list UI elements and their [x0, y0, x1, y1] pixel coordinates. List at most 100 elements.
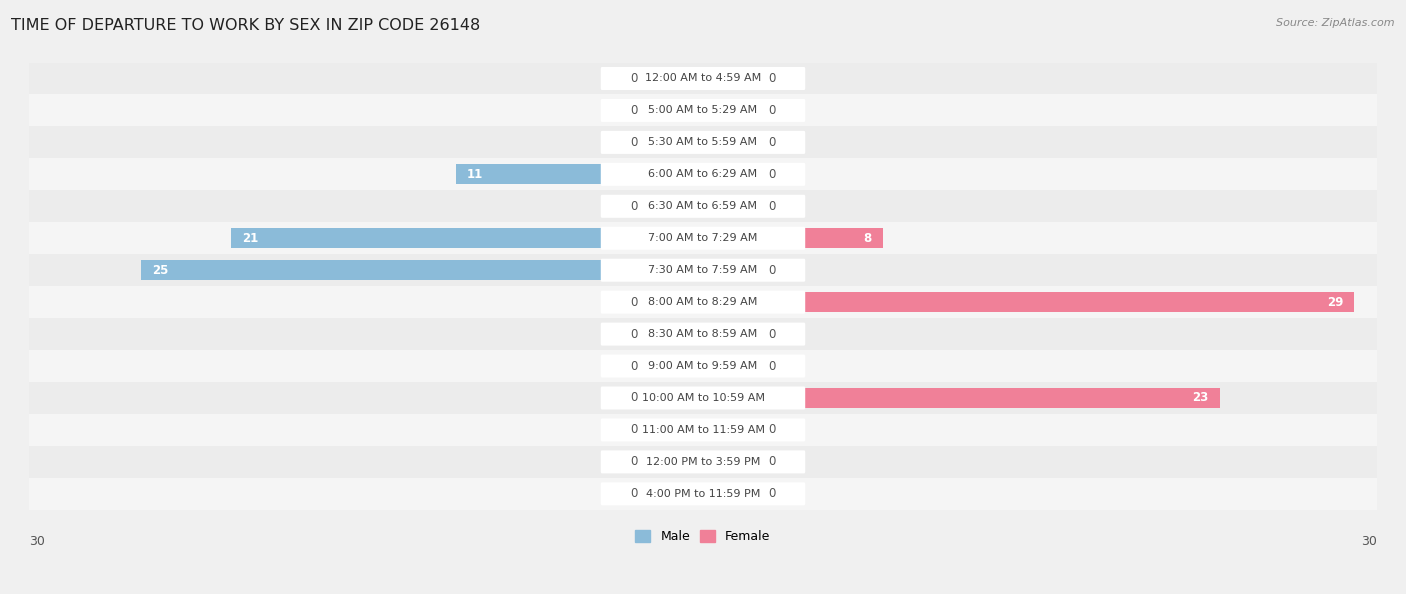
Bar — [456, 165, 703, 184]
Bar — [703, 132, 759, 152]
Text: 9:00 AM to 9:59 AM: 9:00 AM to 9:59 AM — [648, 361, 758, 371]
Text: 12:00 AM to 4:59 AM: 12:00 AM to 4:59 AM — [645, 74, 761, 84]
FancyBboxPatch shape — [600, 195, 806, 218]
Text: 0: 0 — [768, 200, 776, 213]
Bar — [647, 292, 703, 312]
Bar — [30, 478, 1376, 510]
Bar — [647, 388, 703, 408]
Text: 0: 0 — [768, 487, 776, 500]
Bar — [30, 414, 1376, 446]
Text: 4:00 PM to 11:59 PM: 4:00 PM to 11:59 PM — [645, 489, 761, 499]
Bar — [647, 197, 703, 216]
Text: 8:30 AM to 8:59 AM: 8:30 AM to 8:59 AM — [648, 329, 758, 339]
Text: 7:00 AM to 7:29 AM: 7:00 AM to 7:29 AM — [648, 233, 758, 243]
Text: 0: 0 — [630, 72, 638, 85]
Text: 0: 0 — [630, 456, 638, 469]
Text: 29: 29 — [1327, 296, 1343, 309]
Bar — [142, 260, 703, 280]
Bar — [703, 356, 759, 376]
Bar — [647, 420, 703, 440]
Bar — [30, 446, 1376, 478]
Text: 0: 0 — [630, 391, 638, 405]
Text: 8: 8 — [863, 232, 872, 245]
Text: 0: 0 — [630, 104, 638, 117]
FancyBboxPatch shape — [600, 290, 806, 314]
FancyBboxPatch shape — [600, 418, 806, 441]
Text: 0: 0 — [768, 264, 776, 277]
Text: Source: ZipAtlas.com: Source: ZipAtlas.com — [1277, 18, 1395, 28]
Bar — [30, 318, 1376, 350]
Bar — [30, 382, 1376, 414]
Bar — [30, 62, 1376, 94]
Text: 21: 21 — [242, 232, 259, 245]
Text: 0: 0 — [768, 327, 776, 340]
Text: 30: 30 — [1361, 535, 1376, 548]
Bar — [647, 324, 703, 344]
FancyBboxPatch shape — [600, 99, 806, 122]
Text: 10:00 AM to 10:59 AM: 10:00 AM to 10:59 AM — [641, 393, 765, 403]
Text: 23: 23 — [1192, 391, 1208, 405]
FancyBboxPatch shape — [600, 259, 806, 282]
Text: 0: 0 — [630, 424, 638, 437]
FancyBboxPatch shape — [600, 355, 806, 378]
Text: 0: 0 — [768, 104, 776, 117]
Bar — [703, 165, 759, 184]
Bar — [703, 324, 759, 344]
Text: 12:00 PM to 3:59 PM: 12:00 PM to 3:59 PM — [645, 457, 761, 467]
FancyBboxPatch shape — [600, 131, 806, 154]
Text: 0: 0 — [768, 456, 776, 469]
Text: 0: 0 — [768, 168, 776, 181]
Text: 0: 0 — [630, 136, 638, 149]
Text: 0: 0 — [768, 72, 776, 85]
Text: 0: 0 — [630, 296, 638, 309]
Bar — [231, 228, 703, 248]
Bar — [703, 292, 1354, 312]
Text: 6:30 AM to 6:59 AM: 6:30 AM to 6:59 AM — [648, 201, 758, 211]
Bar — [703, 452, 759, 472]
Bar — [703, 100, 759, 121]
Bar — [703, 228, 883, 248]
Bar — [647, 356, 703, 376]
Bar — [703, 484, 759, 504]
FancyBboxPatch shape — [600, 227, 806, 249]
FancyBboxPatch shape — [600, 163, 806, 186]
Text: 30: 30 — [30, 535, 45, 548]
Bar — [30, 286, 1376, 318]
Bar — [703, 197, 759, 216]
Text: 11: 11 — [467, 168, 484, 181]
Text: 25: 25 — [153, 264, 169, 277]
Bar — [30, 254, 1376, 286]
FancyBboxPatch shape — [600, 387, 806, 409]
Text: TIME OF DEPARTURE TO WORK BY SEX IN ZIP CODE 26148: TIME OF DEPARTURE TO WORK BY SEX IN ZIP … — [11, 18, 481, 33]
Text: 0: 0 — [630, 200, 638, 213]
Bar — [647, 132, 703, 152]
FancyBboxPatch shape — [600, 450, 806, 473]
Text: 0: 0 — [630, 359, 638, 372]
Text: 0: 0 — [630, 487, 638, 500]
Text: 11:00 AM to 11:59 AM: 11:00 AM to 11:59 AM — [641, 425, 765, 435]
Text: 8:00 AM to 8:29 AM: 8:00 AM to 8:29 AM — [648, 297, 758, 307]
Bar — [703, 260, 759, 280]
Bar — [647, 452, 703, 472]
Bar — [647, 68, 703, 89]
Text: 5:30 AM to 5:59 AM: 5:30 AM to 5:59 AM — [648, 137, 758, 147]
Bar — [647, 484, 703, 504]
Text: 0: 0 — [768, 424, 776, 437]
Bar — [647, 100, 703, 121]
Text: 0: 0 — [768, 136, 776, 149]
Bar — [30, 222, 1376, 254]
Bar — [30, 190, 1376, 222]
Text: 7:30 AM to 7:59 AM: 7:30 AM to 7:59 AM — [648, 265, 758, 275]
Text: 6:00 AM to 6:29 AM: 6:00 AM to 6:29 AM — [648, 169, 758, 179]
Bar — [30, 159, 1376, 190]
Bar — [30, 127, 1376, 159]
Bar — [30, 350, 1376, 382]
FancyBboxPatch shape — [600, 482, 806, 505]
Text: 0: 0 — [630, 327, 638, 340]
Bar — [703, 68, 759, 89]
Bar — [703, 420, 759, 440]
FancyBboxPatch shape — [600, 323, 806, 346]
Text: 5:00 AM to 5:29 AM: 5:00 AM to 5:29 AM — [648, 106, 758, 115]
Bar — [703, 388, 1219, 408]
FancyBboxPatch shape — [600, 67, 806, 90]
